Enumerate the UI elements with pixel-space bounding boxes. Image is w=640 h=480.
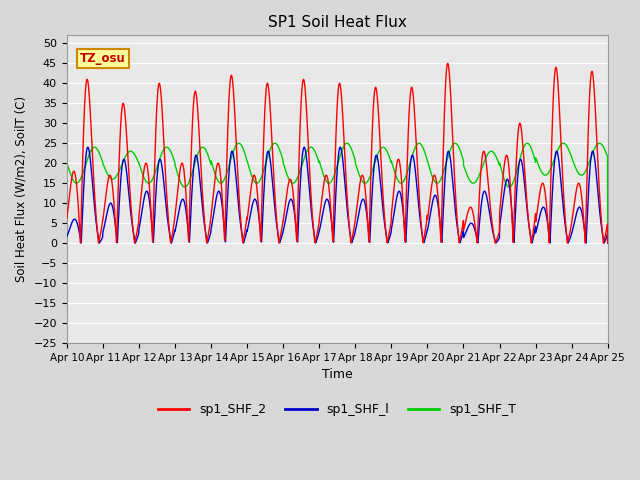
Text: TZ_osu: TZ_osu [80,52,126,65]
Title: SP1 Soil Heat Flux: SP1 Soil Heat Flux [268,15,406,30]
X-axis label: Time: Time [322,368,353,381]
Y-axis label: Soil Heat Flux (W/m2), SoilT (C): Soil Heat Flux (W/m2), SoilT (C) [15,96,28,282]
Legend: sp1_SHF_2, sp1_SHF_l, sp1_SHF_T: sp1_SHF_2, sp1_SHF_l, sp1_SHF_T [153,398,522,421]
